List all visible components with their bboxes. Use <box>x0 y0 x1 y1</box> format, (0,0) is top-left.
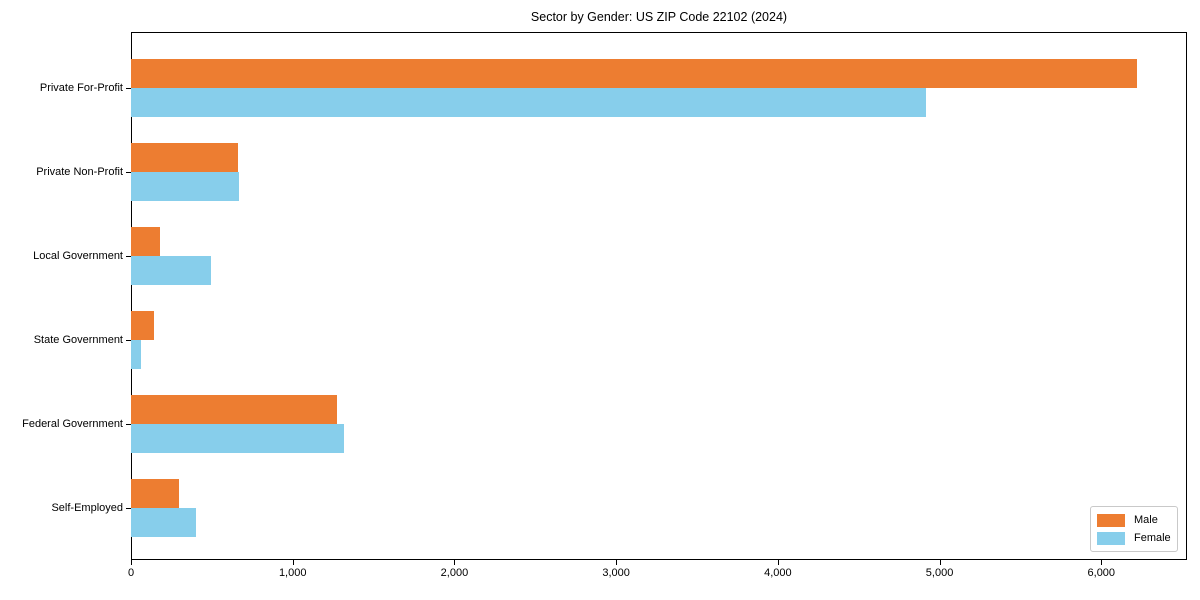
x-tick-mark <box>616 560 618 565</box>
x-tick-label: 5,000 <box>925 567 954 579</box>
y-tick-label: Self-Employed <box>51 502 123 514</box>
y-tick-mark <box>126 172 131 173</box>
y-tick-label: Private For-Profit <box>39 82 123 94</box>
bar-female-1 <box>131 172 239 201</box>
legend-label-female: Female <box>1134 531 1171 544</box>
bar-male-1 <box>131 143 238 172</box>
y-tick-label: Local Government <box>33 250 123 262</box>
x-tick-mark <box>1101 560 1103 565</box>
bar-female-0 <box>131 88 926 117</box>
x-tick-mark <box>131 560 132 565</box>
x-tick-label: 1,000 <box>278 567 307 579</box>
bar-female-3 <box>131 340 141 369</box>
y-tick-label: Private Non-Profit <box>36 166 123 178</box>
x-tick-label: 2,000 <box>440 567 469 579</box>
legend-swatch-male <box>1097 513 1125 527</box>
x-tick-mark <box>777 560 779 565</box>
bar-female-4 <box>131 424 344 453</box>
legend-swatch-female <box>1097 531 1125 545</box>
legend-item-female: Female <box>1097 531 1171 545</box>
y-tick-mark <box>126 508 131 509</box>
bar-female-2 <box>131 256 211 285</box>
y-tick-mark <box>126 424 131 425</box>
x-tick-label: 4,000 <box>764 567 792 579</box>
x-tick-label: 6,000 <box>1087 567 1116 579</box>
bar-male-0 <box>131 59 1137 88</box>
plot-area <box>131 32 1187 560</box>
legend-label-male: Male <box>1134 513 1158 526</box>
chart-title: Sector by Gender: US ZIP Code 22102 (202… <box>530 10 788 24</box>
x-tick-mark <box>454 560 456 565</box>
x-tick-mark <box>939 560 941 565</box>
y-tick-label: Federal Government <box>22 418 123 430</box>
bar-male-2 <box>131 227 160 256</box>
x-tick-mark <box>292 560 294 565</box>
y-tick-mark <box>126 88 131 89</box>
y-tick-mark <box>126 256 131 257</box>
legend: Male Female <box>1090 506 1178 552</box>
x-tick-label: 3,000 <box>602 567 630 579</box>
y-tick-mark <box>126 340 131 341</box>
bar-male-5 <box>131 479 179 508</box>
bar-male-3 <box>131 311 154 340</box>
y-tick-label: State Government <box>33 334 123 346</box>
x-tick-label: 0 <box>127 567 135 579</box>
bar-female-5 <box>131 508 196 537</box>
legend-item-male: Male <box>1097 513 1171 527</box>
bar-male-4 <box>131 395 337 424</box>
